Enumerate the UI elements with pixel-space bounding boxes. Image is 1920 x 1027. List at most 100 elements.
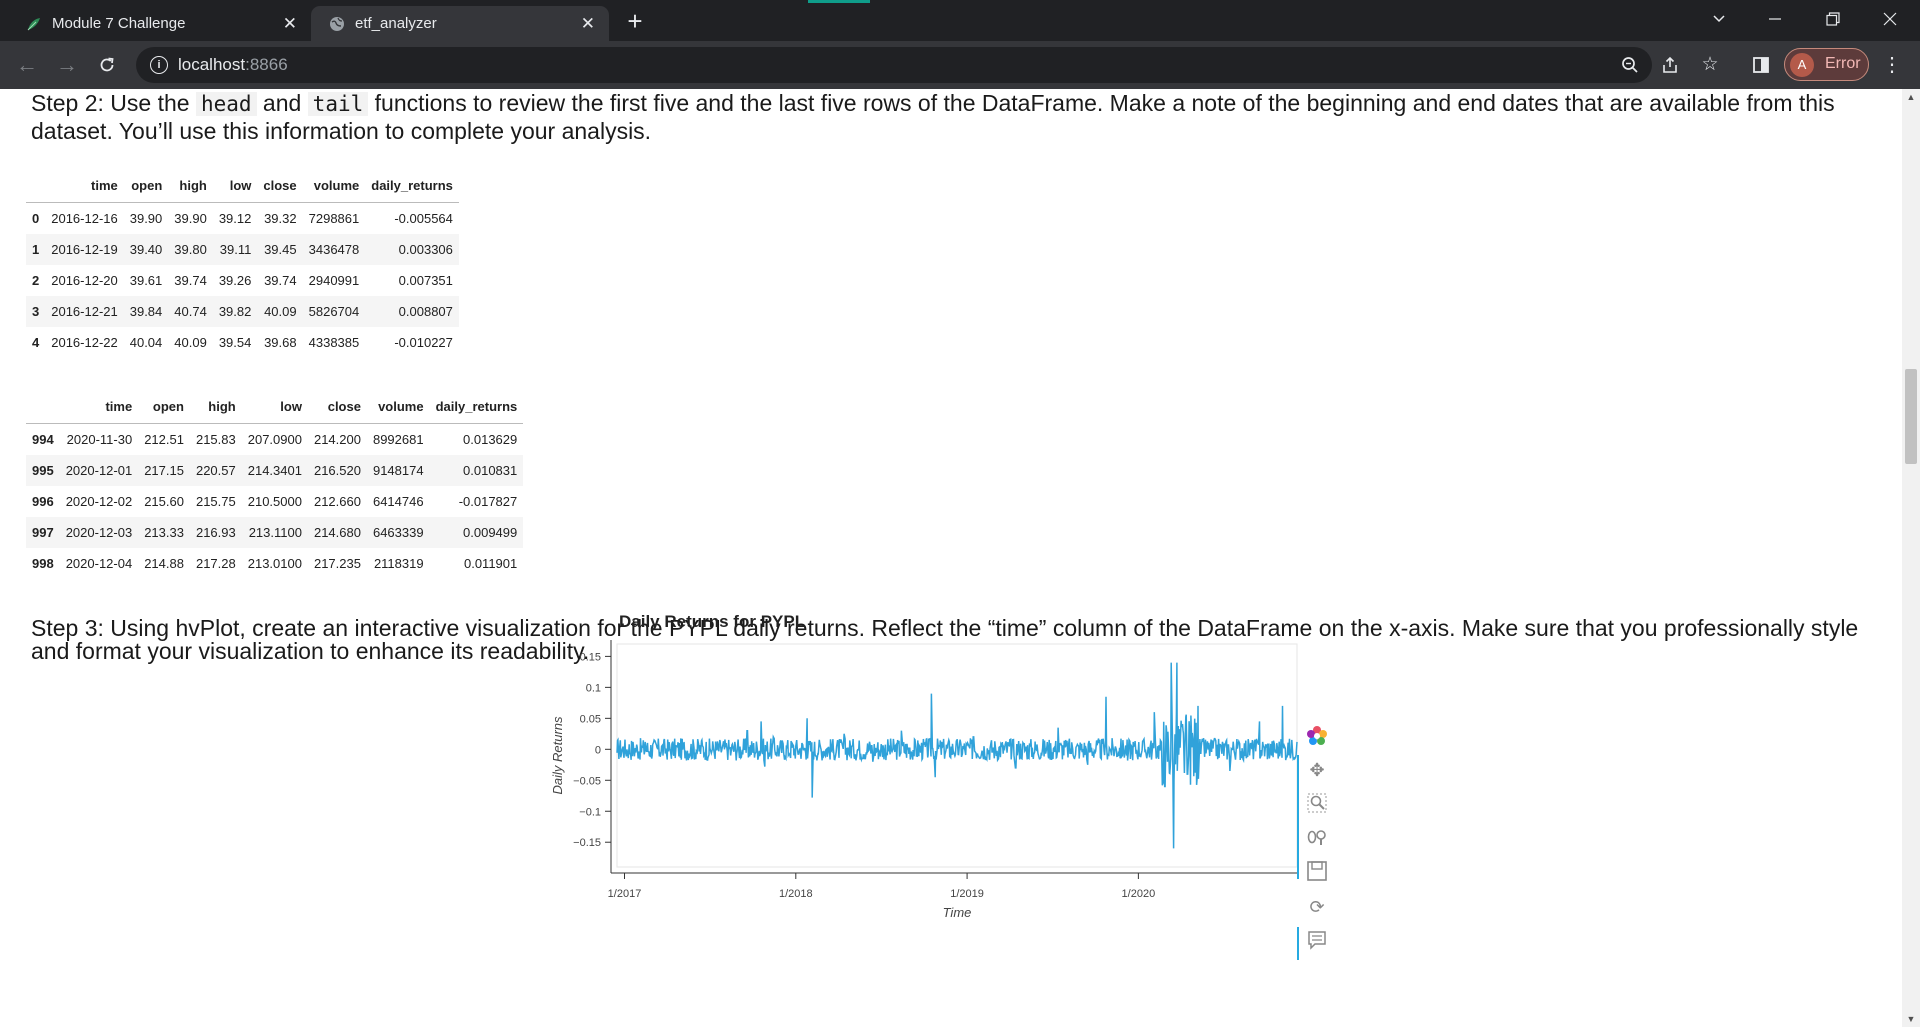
new-tab-plus-icon[interactable]: + (627, 6, 643, 36)
url-text: localhost:8866 (178, 55, 288, 75)
x-tick-label: 1/2019 (950, 888, 984, 900)
share-icon[interactable] (1656, 51, 1684, 79)
table-cell: 215.75 (195, 494, 236, 509)
forward-arrow-icon[interactable]: → (56, 52, 78, 77)
table-cell: 217.15 (144, 463, 184, 478)
step2-mid: and (262, 90, 302, 116)
back-arrow-icon[interactable]: ← (16, 52, 38, 77)
minimize-icon[interactable] (1752, 4, 1798, 34)
table-cell: 39.45 (264, 242, 297, 257)
y-axis-label: Daily Returns (550, 716, 565, 795)
daily-returns-line (616, 662, 1298, 849)
table-row: 4 2016-12-22 40.04 40.09 39.54 39.68 4338385 -0… (26, 327, 459, 358)
row-index: 0 (32, 211, 40, 226)
scroll-down-arrow-icon[interactable]: ▼ (1906, 1014, 1916, 1024)
side-panel-icon[interactable] (1747, 51, 1775, 79)
column-header: high (168, 168, 213, 203)
row-index: 2 (32, 273, 40, 288)
close-tab-icon[interactable]: ✕ (580, 14, 595, 33)
table-row: 997 2020-12-03 213.33 216.93 213.1100 214.680… (26, 517, 524, 548)
table-cell: 39.26 (218, 273, 252, 288)
hover-tooltip-icon[interactable] (1305, 929, 1329, 953)
table-cell: 213.1100 (248, 525, 302, 540)
table-cell: 220.57 (195, 463, 236, 478)
close-window-icon[interactable] (1867, 4, 1913, 34)
table-cell: 213.33 (144, 525, 184, 540)
browser-menu-icon[interactable]: ⋮ (1882, 54, 1902, 76)
row-index: 3 (32, 304, 40, 319)
table-cell: 217.235 (313, 556, 361, 571)
table-cell: 2016-12-22 (51, 335, 118, 350)
column-header: high (189, 389, 242, 424)
table-cell: 39.90 (129, 211, 163, 226)
reset-icon[interactable]: ⟳ (1309, 897, 1325, 917)
url-host: localhost (178, 55, 246, 74)
index-header (26, 168, 46, 203)
daily-returns-chart[interactable]: 0.15 0.1 0.05 0 −0.05 −0.1 −0.15 1/2017 1/2018 1/… (540, 628, 1330, 968)
table-cell: 39.12 (218, 211, 252, 226)
box-zoom-icon[interactable] (1305, 792, 1329, 816)
column-header: close (257, 168, 303, 203)
table-cell: 39.80 (174, 242, 207, 257)
pan-move-icon[interactable]: ✥ (1309, 760, 1325, 780)
tab-search-chevron-icon[interactable] (1696, 4, 1742, 34)
table-header-row: time open high low close volume daily_returns (26, 389, 524, 424)
table-cell: 214.200 (313, 432, 361, 447)
zoom-magnifier-icon[interactable] (1616, 51, 1644, 79)
tail-dataframe-table: time open high low close volume daily_returns … (26, 389, 524, 579)
table-cell: 6414746 (372, 494, 424, 509)
wheel-zoom-icon[interactable] (1305, 826, 1329, 850)
table-row: 998 2020-12-04 214.88 217.28 213.0100 217.235… (26, 548, 523, 579)
bokeh-logo-icon[interactable] (1305, 725, 1329, 749)
column-header: daily_returns (365, 168, 459, 203)
scroll-up-arrow-icon[interactable]: ▲ (1906, 92, 1916, 102)
table-row: 2 2016-12-20 39.61 39.74 39.26 39.74 2940991 0.… (26, 265, 459, 296)
tab-etf-analyzer[interactable]: etf_analyzer ✕ (311, 6, 609, 41)
globe-favicon-icon (329, 16, 345, 32)
table-cell: 3436478 (308, 242, 360, 257)
table-cell: 39.68 (264, 335, 297, 350)
scrollbar-thumb[interactable] (1905, 369, 1917, 464)
table-cell: 0.007351 (398, 273, 453, 288)
table-cell: 2016-12-16 (51, 211, 118, 226)
y-tick-label: −0.05 (573, 775, 601, 787)
row-index: 4 (32, 335, 40, 350)
active-tool-indicator (1297, 755, 1299, 879)
column-header: volume (302, 168, 366, 203)
bookmark-star-icon[interactable]: ☆ (1701, 54, 1719, 75)
reload-icon[interactable] (92, 50, 122, 80)
table-row: 3 2016-12-21 39.84 40.74 39.82 40.09 5826704 0.… (26, 296, 459, 327)
notebook-page: Step 2: Use the head and tail functions … (0, 89, 1902, 1027)
site-info-icon[interactable]: i (150, 56, 168, 74)
close-tab-icon[interactable]: ✕ (282, 14, 297, 33)
tab-strip: Module 7 Challenge ✕ etf_analyzer ✕ + (0, 0, 1920, 41)
restore-icon[interactable] (1810, 4, 1856, 34)
table-cell: 39.54 (218, 335, 252, 350)
tab-module-7-challenge[interactable]: Module 7 Challenge ✕ (8, 6, 311, 41)
page-scrollbar[interactable]: ▲ ▼ (1902, 89, 1920, 1027)
table-cell: 2016-12-21 (51, 304, 118, 319)
column-header: open (123, 168, 169, 203)
address-bar[interactable]: i localhost:8866 (136, 47, 1652, 83)
table-cell: 215.60 (144, 494, 184, 509)
table-cell: 0.008807 (398, 304, 453, 319)
column-header: low (212, 168, 258, 203)
y-tick-label: −0.15 (573, 837, 601, 849)
table-cell: 213.0100 (247, 556, 302, 571)
table-row: 0 2016-12-16 39.90 39.90 39.12 39.32 7298861 -0… (26, 203, 459, 235)
table-cell: 39.11 (219, 242, 252, 257)
save-icon[interactable] (1305, 860, 1329, 884)
table-cell: 39.40 (129, 242, 163, 257)
table-cell: 39.32 (264, 211, 297, 226)
row-index: 998 (32, 556, 54, 571)
table-cell: 2118319 (373, 556, 424, 571)
table-cell: 6463339 (372, 525, 424, 540)
x-tick-label: 1/2018 (779, 888, 813, 900)
column-header: volume (366, 389, 430, 424)
table-cell: 0.010831 (463, 463, 518, 478)
table-cell: 0.009499 (463, 525, 518, 540)
step2-heading: Step 2: Use the head and tail functions … (31, 90, 1861, 145)
profile-error-button[interactable]: A Error (1784, 48, 1869, 81)
table-cell: 9148174 (372, 463, 424, 478)
profile-status: Error (1825, 55, 1861, 72)
